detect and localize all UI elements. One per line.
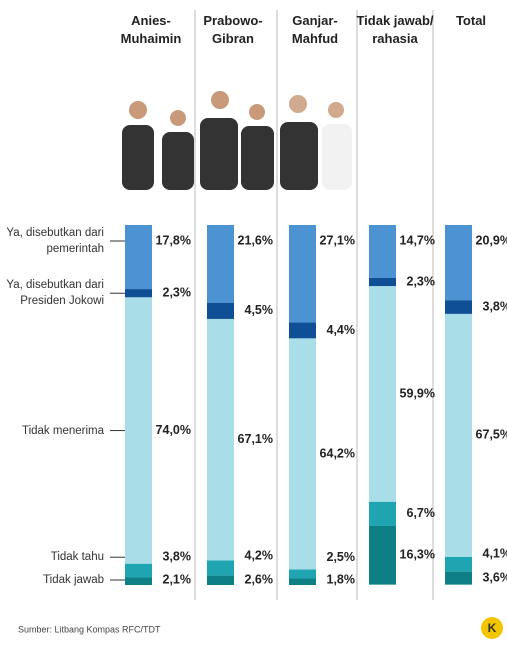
photos <box>122 91 352 190</box>
value-label: 2,3% <box>407 274 436 288</box>
bar-segment <box>207 318 234 561</box>
value-label: 74,0% <box>156 423 191 437</box>
bar-segment <box>289 578 316 585</box>
legend-label: Tidak jawab <box>43 574 104 586</box>
value-label: 3,6% <box>483 570 507 584</box>
value-label: 4,1% <box>483 546 507 560</box>
value-label: 3,8% <box>483 299 507 313</box>
value-label: 20,9% <box>476 233 507 247</box>
value-label: 1,8% <box>327 572 356 586</box>
bar-segment <box>207 575 234 585</box>
bar-segment <box>125 289 152 298</box>
bar-segment <box>369 277 396 287</box>
bar-segment <box>369 225 396 278</box>
value-label: 2,1% <box>163 572 192 586</box>
bar-segment <box>369 525 396 585</box>
bar-segment <box>207 560 234 576</box>
value-label: 64,2% <box>320 446 355 460</box>
bar-segment <box>207 302 234 319</box>
bar-segment <box>289 322 316 339</box>
value-label: 4,4% <box>327 323 356 337</box>
bar-segment <box>369 501 396 526</box>
value-label: 4,2% <box>245 549 274 563</box>
bar-segment <box>445 556 472 572</box>
column-header: Prabowo- Gibran <box>203 13 263 46</box>
bar-segment <box>125 563 152 578</box>
value-label: 27,1% <box>320 233 355 247</box>
column-header: Tidak jawab/ rahasia <box>356 13 434 46</box>
value-label: 16,3% <box>400 548 435 562</box>
value-label: 67,5% <box>476 428 507 442</box>
bar-segment <box>289 338 316 570</box>
bar-segment <box>125 225 152 290</box>
bar-segment <box>125 297 152 564</box>
legend-label: Tidak menerima <box>21 424 104 437</box>
bar-segment <box>289 569 316 579</box>
value-label: 67,1% <box>238 432 273 446</box>
bar-segment <box>445 225 472 301</box>
bar-segment <box>289 225 316 323</box>
value-label: 17,8% <box>156 233 191 247</box>
legend-label: Ya, disebutkan dari pemerintah <box>6 227 104 255</box>
value-label: 2,5% <box>327 550 356 564</box>
legend-label: Tidak tahu <box>50 551 104 564</box>
value-label: 21,6% <box>238 233 273 247</box>
value-label: 6,7% <box>407 506 436 520</box>
source: Sumber: Litbang Kompas RFC/TDT <box>18 624 161 634</box>
bar-segment <box>207 225 234 303</box>
legend-label: Ya, disebutkan dari Presiden Jokowi <box>6 279 104 308</box>
column-header: Ganjar- Mahfud <box>291 13 339 46</box>
value-label: 2,6% <box>245 572 274 586</box>
value-label: 3,8% <box>163 550 192 564</box>
value-label: 14,7% <box>400 233 435 247</box>
logo-circle <box>481 617 503 639</box>
value-label: 59,9% <box>400 386 435 400</box>
value-label: 4,5% <box>245 303 274 317</box>
bar-segment <box>445 300 472 314</box>
column-header: Anies- Muhaimin <box>120 13 182 46</box>
bar-segment <box>445 571 472 585</box>
bar-segment <box>125 577 152 585</box>
column-header: Total <box>455 13 487 28</box>
bar-segment <box>445 313 472 557</box>
value-label: 2,3% <box>163 286 192 300</box>
bar-segment <box>369 286 396 502</box>
logo: K <box>488 621 497 635</box>
